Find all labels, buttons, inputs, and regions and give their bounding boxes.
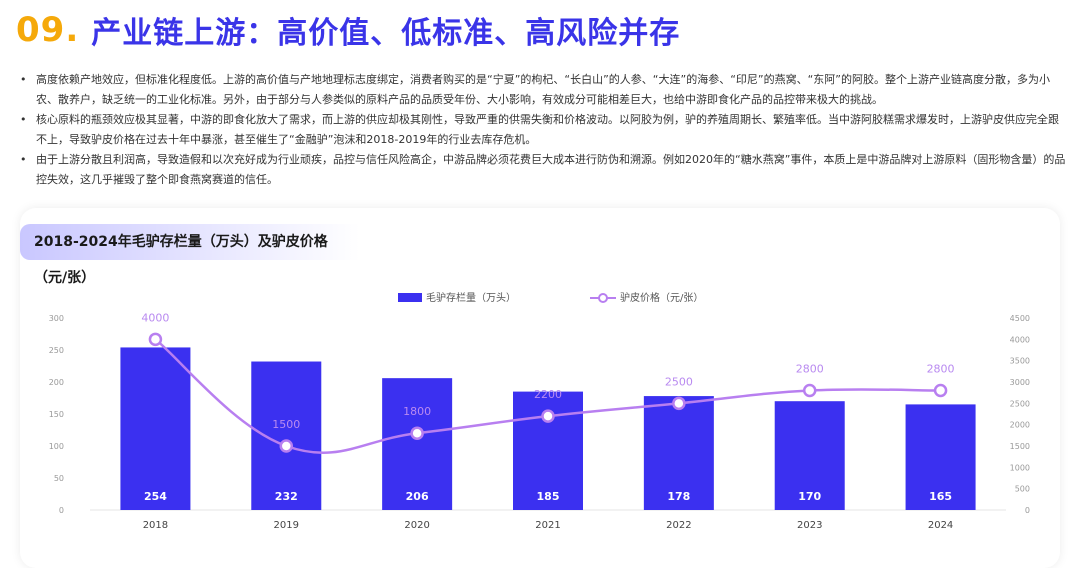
y-left-tick-label: 150 (49, 410, 64, 419)
bullet-item: 核心原料的瓶颈效应极其显著，中游的即食化放大了需求，而上游的供应却极其刚性，导致… (18, 110, 1068, 150)
line-point (541, 409, 555, 423)
x-tick-label: 2019 (274, 520, 299, 531)
chart-title: 2018-2024年毛驴存栏量（万头）及驴皮价格（元/张） (34, 234, 328, 286)
section-number: 09. (16, 10, 80, 50)
line-value-label: 1800 (403, 405, 431, 418)
bar-value-label: 206 (406, 490, 429, 503)
y-left-tick-label: 0 (59, 506, 64, 515)
x-tick-label: 2021 (535, 520, 560, 531)
x-tick-label: 2022 (666, 520, 691, 531)
legend-bar-swatch (398, 293, 422, 302)
chart-card-header: 2018-2024年毛驴存栏量（万头）及驴皮价格（元/张） (20, 224, 360, 286)
y-left-tick-label: 300 (49, 314, 64, 323)
bar-value-label: 178 (667, 490, 690, 503)
bullet-list: 高度依赖产地效应，但标准化程度低。上游的高价值与产地地理标志度绑定，消费者购买的… (18, 70, 1068, 190)
y-right-tick-label: 3500 (1010, 357, 1030, 366)
bullet-item: 由于上游分散且利润高，导致造假和以次充好成为行业顽疾，品控与信任风险高企，中游品… (18, 150, 1068, 190)
bar (382, 378, 453, 510)
y-right-tick-label: 500 (1015, 485, 1030, 494)
y-left-tick-label: 200 (49, 378, 64, 387)
line-point (672, 396, 686, 411)
bar-value-label: 254 (144, 490, 167, 503)
line-point (802, 383, 817, 398)
legend-bar-label: 毛驴存栏量（万头） (426, 291, 516, 304)
y-right-tick-label: 1000 (1010, 463, 1030, 472)
y-left-tick-label: 250 (49, 346, 64, 355)
line-point (410, 426, 424, 440)
line-value-label: 2800 (927, 363, 955, 376)
line-value-label: 2800 (796, 363, 824, 376)
bar (905, 404, 976, 510)
y-right-tick-label: 0 (1025, 506, 1030, 515)
bar (251, 361, 322, 510)
x-tick-label: 2018 (143, 520, 168, 531)
bar (774, 401, 845, 510)
page-title: 产业链上游：高价值、低标准、高风险并存 (91, 16, 681, 51)
bar (120, 347, 191, 510)
chart-card: 2018-2024年毛驴存栏量（万头）及驴皮价格（元/张） 0 50 100 150 2… (20, 208, 1060, 568)
line-point (933, 383, 948, 398)
bar-value-label: 170 (798, 490, 821, 503)
line-value-label: 4000 (141, 311, 169, 324)
bar (643, 396, 714, 510)
x-tick-label: 2020 (404, 520, 429, 531)
y-right-tick-label: 4000 (1010, 335, 1030, 344)
y-right-tick-label: 2000 (1010, 421, 1030, 430)
line-value-label: 2200 (534, 388, 562, 401)
legend-line-label: 驴皮价格（元/张） (620, 291, 703, 304)
line-value-label: 2500 (665, 375, 693, 388)
y-right-tick-label: 2500 (1010, 399, 1030, 408)
y-left-tick-label: 100 (49, 442, 64, 451)
bar-value-label: 232 (275, 490, 298, 503)
y-right-tick-label: 4500 (1010, 314, 1030, 323)
x-tick-label: 2023 (797, 520, 822, 531)
legend-line-marker (598, 293, 608, 303)
line-point (148, 332, 163, 347)
line-point (279, 439, 294, 453)
combo-chart: 0501001502002503000500100015002000250030… (49, 291, 1030, 531)
y-right-tick-label: 3000 (1010, 378, 1030, 387)
page-header: 09. 产业链上游：高价值、低标准、高风险并存 (16, 6, 680, 54)
y-left-tick-label: 50 (54, 474, 64, 483)
bar-value-label: 165 (929, 490, 952, 503)
x-tick-label: 2024 (928, 520, 953, 531)
line-value-label: 1500 (272, 418, 300, 431)
y-right-tick-label: 1500 (1010, 442, 1030, 451)
bar-value-label: 185 (537, 490, 560, 503)
bullet-item: 高度依赖产地效应，但标准化程度低。上游的高价值与产地地理标志度绑定，消费者购买的… (18, 70, 1068, 110)
